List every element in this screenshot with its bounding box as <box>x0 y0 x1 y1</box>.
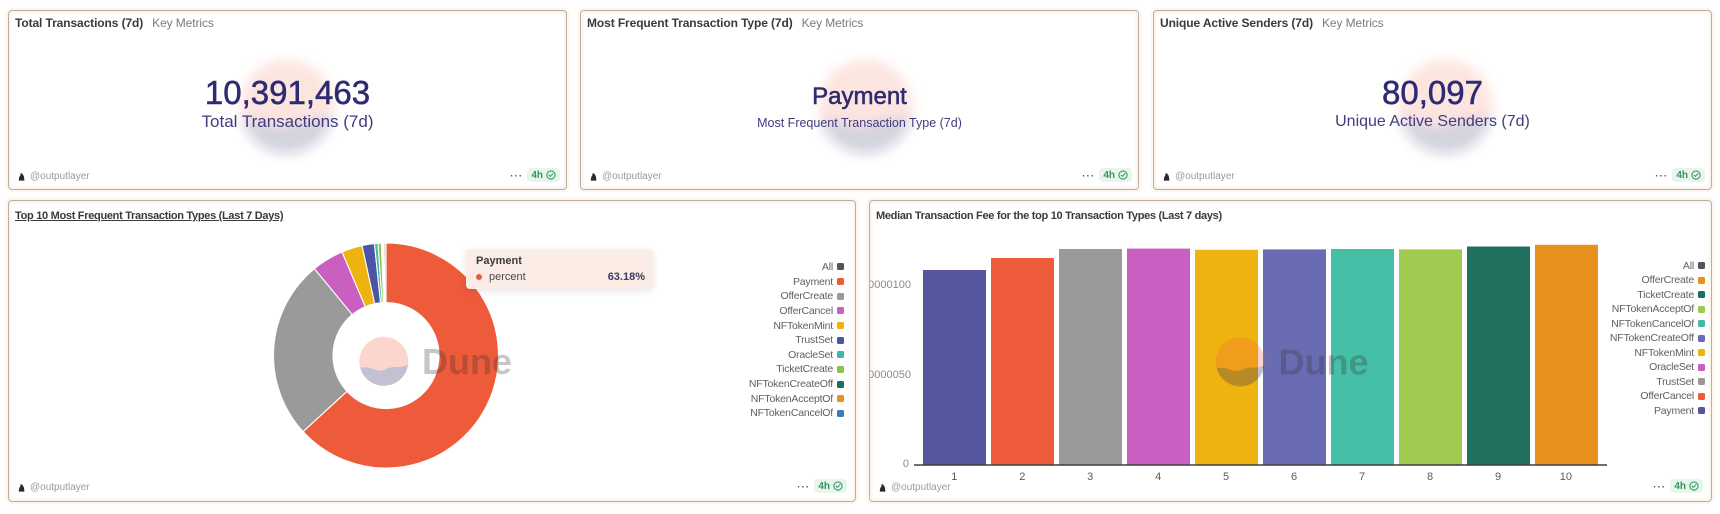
svg-text:6: 6 <box>1291 471 1297 483</box>
svg-text:7: 7 <box>1359 471 1365 483</box>
svg-text:0: 0 <box>903 458 909 470</box>
svg-text:Dune: Dune <box>1279 342 1369 383</box>
svg-text:3: 3 <box>1087 471 1093 483</box>
svg-text:4: 4 <box>1155 471 1161 483</box>
svg-text:.0000100: .0000100 <box>870 279 911 291</box>
svg-text:8: 8 <box>1427 471 1433 483</box>
svg-text:Dune: Dune <box>422 341 512 382</box>
svg-text:10: 10 <box>1560 471 1572 483</box>
svg-text:.0000050: .0000050 <box>870 369 911 381</box>
svg-text:5: 5 <box>1223 471 1229 483</box>
svg-text:1: 1 <box>951 471 957 483</box>
svg-text:2: 2 <box>1019 471 1025 483</box>
svg-text:9: 9 <box>1495 471 1501 483</box>
